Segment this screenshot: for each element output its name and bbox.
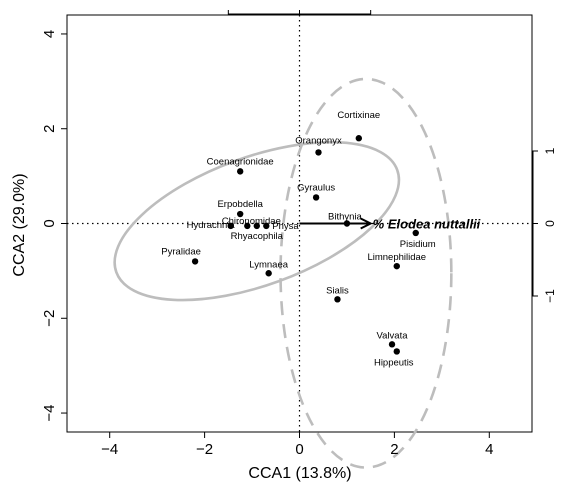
- label-cortixinae: Cortixinae: [337, 110, 380, 121]
- label-erpobdella: Erpobdella: [217, 199, 263, 210]
- label-valvata: Valvata: [377, 330, 409, 341]
- top-axis-ticks: [227, 10, 372, 15]
- right-tick-label: 0: [543, 220, 557, 227]
- label-hippeutis: Hippeutis: [374, 357, 414, 368]
- right-tick-label: −1: [543, 289, 557, 303]
- ellipse-solid: [113, 140, 401, 302]
- x-axis-title: CCA1 (13.8%): [248, 465, 351, 482]
- right-tick-label: 1: [543, 147, 557, 154]
- point-lymnaea: [265, 270, 272, 277]
- vector-arrowhead: [360, 217, 373, 230]
- point-coenagrionidae: [236, 168, 244, 175]
- y-tick-label: 4: [41, 30, 58, 38]
- label-lymnaea: Lymnaea: [249, 259, 288, 270]
- x-tick-label: 2: [390, 441, 398, 458]
- vector-label: % Elodea nuttallii: [373, 217, 481, 232]
- label-chironomidae: Chironomidae: [222, 216, 281, 227]
- x-tick-label: 0: [295, 441, 303, 458]
- y-tick-label: −4: [41, 404, 58, 421]
- x-tick-label: −4: [101, 441, 118, 458]
- species-points: [191, 135, 419, 355]
- point-sialis: [334, 296, 341, 303]
- x-axis-ticks: −4 −2 0 2 4: [101, 432, 493, 458]
- label-limnephilidae: Limnephilidae: [367, 252, 426, 263]
- species-labels: Cortixinae Orangonyx Coenagrionidae Gyraulu…: [161, 110, 435, 368]
- label-pyralidae: Pyralidae: [161, 246, 201, 257]
- y-tick-label: −2: [41, 310, 58, 327]
- environment-vector: % Elodea nuttallii: [299, 217, 481, 232]
- x-tick-label: −2: [196, 441, 213, 458]
- point-cortixinae: [355, 135, 363, 142]
- label-physa: Physa: [272, 221, 299, 232]
- y-tick-label: 2: [41, 125, 58, 133]
- point-orangonyx: [315, 149, 322, 156]
- point-hippeutis: [393, 348, 400, 355]
- label-bithynia: Bithynia: [328, 212, 363, 223]
- point-erpobdella: [236, 210, 244, 218]
- point-physa: [263, 222, 270, 230]
- label-gyraulus: Gyraulus: [297, 182, 335, 193]
- label-coenagrionidae: Coenagrionidae: [207, 156, 274, 167]
- x-tick-label: 4: [485, 441, 493, 458]
- point-chironomidae: [244, 222, 251, 230]
- y-axis-ticks: −4 −2 0 2 4: [41, 30, 67, 422]
- point-hydrachnia: [227, 222, 234, 230]
- group-ellipses: [113, 77, 453, 469]
- ellipse-dashed: [279, 77, 453, 469]
- y-tick-label: 0: [41, 219, 58, 227]
- point-pisidium: [412, 229, 419, 237]
- point-limnephilidae: [393, 262, 400, 270]
- label-rhyacophila: Rhyacophila: [231, 231, 284, 242]
- label-hydrachnia: Hydrachnia: [187, 220, 236, 231]
- label-sialis: Sialis: [326, 285, 349, 296]
- point-pyralidae: [191, 258, 199, 265]
- point-valvata: [388, 341, 396, 348]
- label-pisidium: Pisidium: [400, 239, 436, 250]
- right-axis-ticks: −1 0 1: [532, 147, 557, 303]
- point-bithynia: [343, 220, 351, 227]
- y-axis-title: CCA2 (29.0%): [11, 173, 28, 276]
- point-rhyacophila: [253, 222, 260, 230]
- point-gyraulus: [312, 194, 320, 201]
- label-orangonyx: Orangonyx: [295, 135, 342, 146]
